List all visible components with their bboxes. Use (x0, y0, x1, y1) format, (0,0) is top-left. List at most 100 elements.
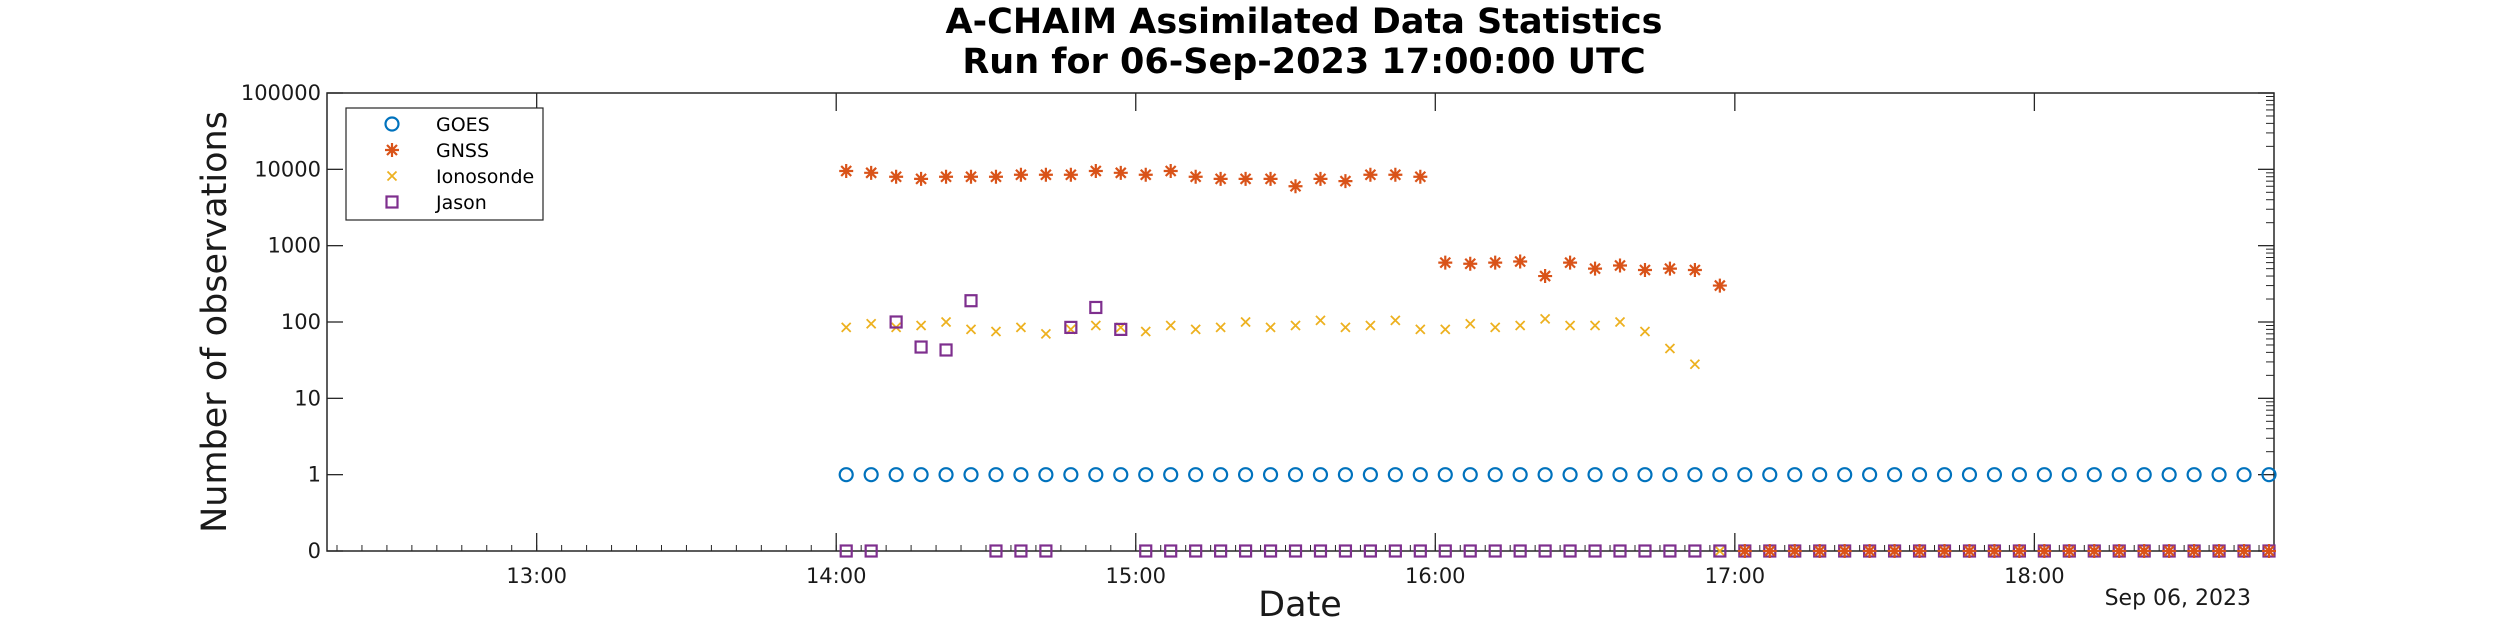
gnss-point (1488, 255, 1503, 270)
jason-point (1613, 544, 1627, 558)
legend-box (345, 107, 544, 221)
jason-point (1538, 544, 1552, 558)
jason-point (1438, 544, 1452, 558)
x-tick-label: 15:00 (1105, 564, 1166, 588)
jason-point (1313, 544, 1328, 558)
gnss-point (1463, 256, 1478, 271)
ionosonde-point (841, 322, 852, 333)
goes-point (1612, 467, 1628, 483)
data-marks (838, 164, 2277, 558)
jason-point (1663, 544, 1677, 558)
x-tick-label: 18:00 (2004, 564, 2065, 588)
legend-label-ionosonde: Ionosonde (436, 166, 534, 188)
ionosonde-point (1440, 324, 1451, 335)
gnss-point (1088, 164, 1103, 179)
goes-point (1337, 467, 1354, 483)
jason-point (1363, 544, 1377, 558)
goes-point (1837, 467, 1853, 483)
gnss-point (1038, 167, 1053, 182)
y-tick-label: 0 (308, 539, 321, 563)
jason-point (964, 294, 978, 308)
ionosonde-point (1165, 320, 1176, 331)
goes-point (1312, 467, 1329, 483)
gnss-point (2212, 544, 2227, 558)
gnss-point (1538, 269, 1553, 284)
jason-point (1139, 544, 1153, 558)
ionosonde-point (1190, 324, 1201, 335)
goes-point (1986, 467, 2003, 483)
ionosonde-point (1240, 316, 1251, 328)
goes-point (1188, 467, 1204, 483)
gnss-point (2162, 544, 2177, 558)
jason-point (1713, 544, 1727, 558)
jason-point (1288, 544, 1303, 558)
ionosonde-point (915, 320, 927, 331)
gnss-point (864, 165, 879, 180)
goes-point (2211, 467, 2227, 483)
y-tick-label: 10000 (254, 157, 321, 181)
gnss-point (1787, 544, 1802, 558)
goes-point (1911, 467, 1928, 483)
legend: GOES GNSS Ionosonde Jason (345, 107, 544, 221)
gnss-point (2112, 544, 2127, 558)
gnss-point (1413, 169, 1428, 184)
ionosonde-point (1140, 326, 1151, 337)
jason-point (939, 343, 953, 357)
gnss-point (2037, 544, 2052, 558)
ionosonde-point (1589, 320, 1601, 331)
legend-marker-gnss (385, 143, 399, 157)
y-tick-label: 10 (294, 386, 321, 410)
goes-point (1712, 467, 1728, 483)
gnss-point (1238, 171, 1253, 186)
gnss-point (889, 169, 904, 184)
goes-point (1262, 467, 1279, 483)
jason-point (1114, 322, 1128, 336)
y-axis-label: Number of observations (195, 111, 235, 533)
gnss-point (1113, 165, 1128, 180)
legend-marker-goes (384, 116, 400, 132)
gnss-point (1013, 167, 1028, 182)
jason-point (1263, 544, 1278, 558)
goes-point (1537, 467, 1553, 483)
ionosonde-point (1340, 322, 1351, 333)
goes-point (1787, 467, 1803, 483)
gnss-point (1837, 544, 1852, 558)
jason-point (889, 315, 903, 329)
goes-point (938, 467, 954, 483)
goes-point (1637, 467, 1653, 483)
gnss-point (839, 164, 854, 179)
gnss-point (2137, 544, 2152, 558)
ionosonde-point (1714, 545, 1725, 557)
goes-point (1063, 467, 1079, 483)
gnss-point (964, 169, 979, 184)
ionosonde-point (1564, 320, 1576, 331)
gnss-point (1687, 262, 1702, 277)
gnss-point (2087, 544, 2102, 558)
ionosonde-point (1465, 318, 1476, 329)
gnss-point (1712, 278, 1727, 293)
gnss-point (2262, 544, 2277, 558)
ionosonde-point (1689, 359, 1701, 370)
jason-point (1189, 544, 1203, 558)
goes-point (2236, 467, 2252, 483)
x-tick-label: 14:00 (806, 564, 867, 588)
gnss-point (1288, 179, 1303, 194)
goes-point (2161, 467, 2177, 483)
chart-title: A-CHAIM Assimilated Data Statistics (946, 2, 1663, 42)
jason-point (1039, 544, 1053, 558)
jason-point (914, 340, 928, 354)
gnss-point (1063, 167, 1078, 182)
gnss-point (1887, 544, 1902, 558)
goes-point (1437, 467, 1453, 483)
y-tick-label: 100 (281, 310, 321, 334)
ionosonde-point (940, 316, 952, 328)
goes-point (1512, 467, 1528, 483)
gnss-point (2237, 544, 2252, 558)
jason-point (1638, 544, 1652, 558)
goes-point (1687, 467, 1703, 483)
ionosonde-point (1539, 313, 1551, 324)
plot-area (326, 92, 2275, 552)
goes-point (863, 467, 879, 483)
jason-point (1413, 544, 1427, 558)
